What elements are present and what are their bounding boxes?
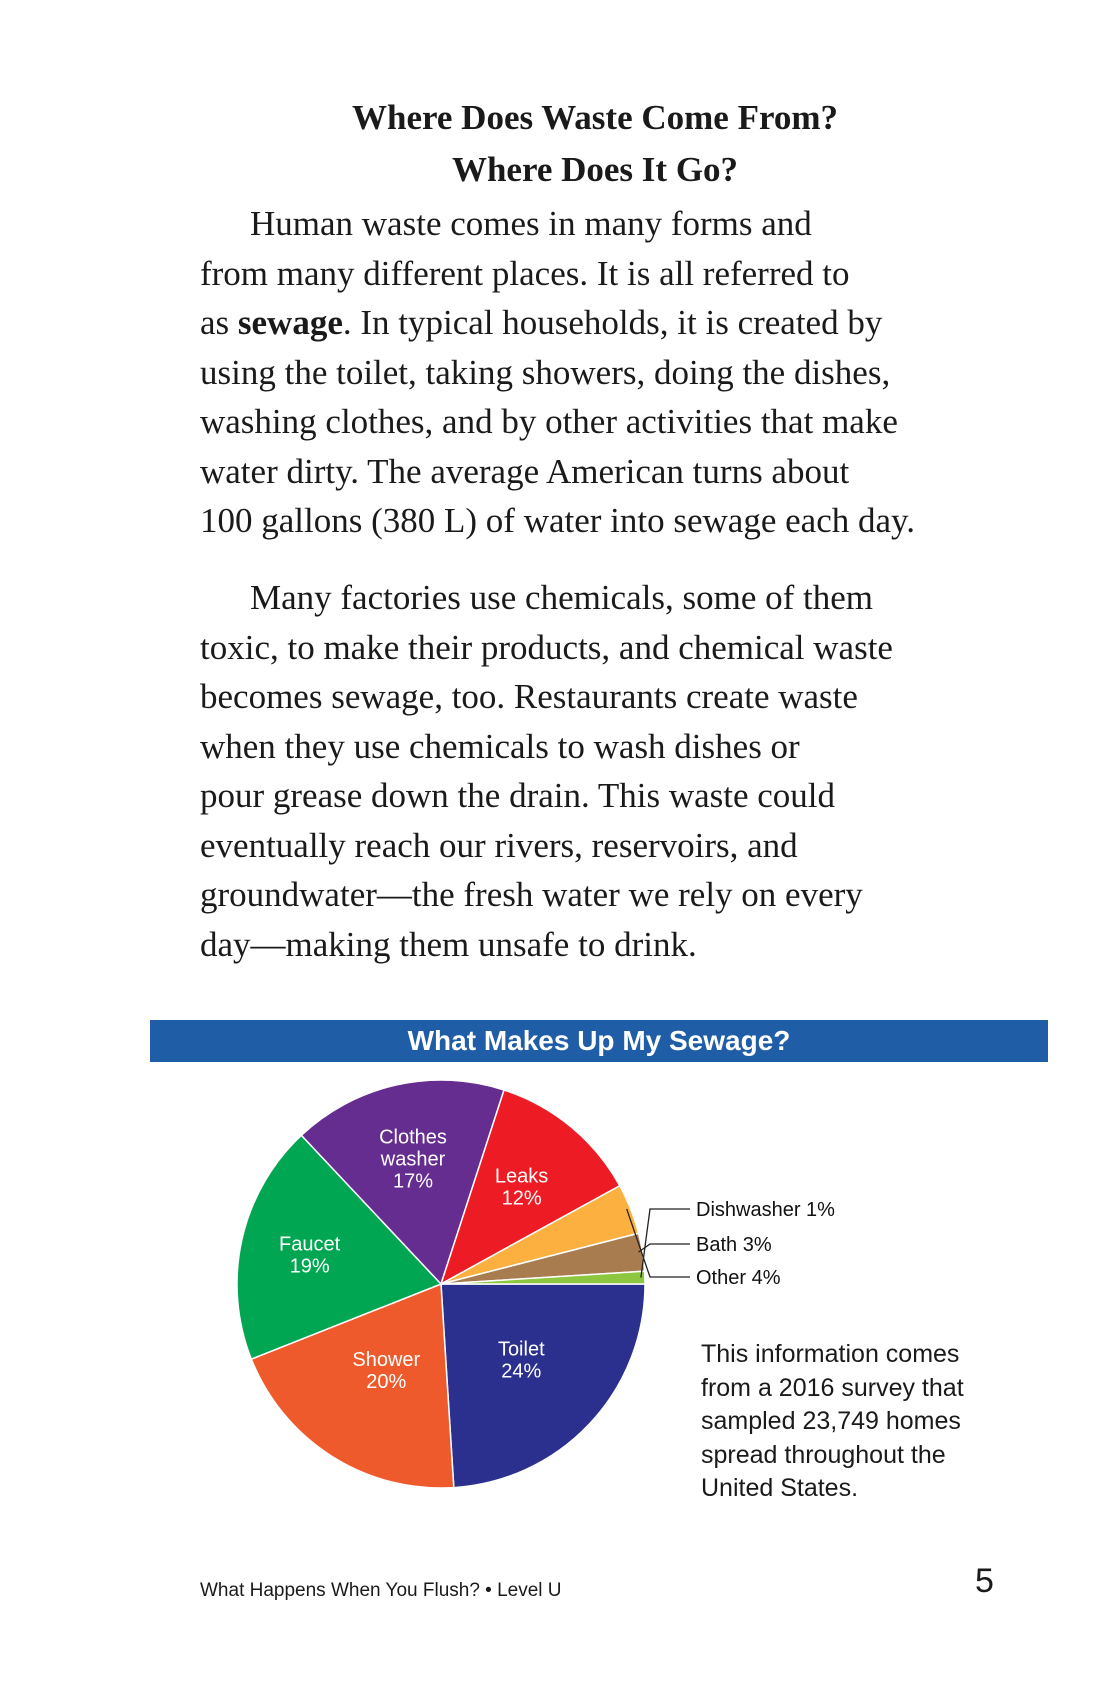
book-footer: What Happens When You Flush? • Level U [200, 1580, 562, 1601]
callout-leader [638, 1243, 690, 1253]
slice-label-shower: Shower 20% [352, 1349, 420, 1393]
slice-label-faucet: Faucet 19% [279, 1234, 341, 1278]
section-heading: Where Does Waste Come From? Where Does I… [0, 92, 1100, 196]
line-prefix: as [200, 303, 238, 342]
pie-slice-clothes-washer [300, 1079, 505, 1286]
callout-label-bath: Bath 3% [696, 1234, 772, 1256]
note-line: This information comes [701, 1340, 960, 1368]
paragraph-line: from many different places. It is all re… [200, 253, 850, 293]
paragraph-line: as sewage. In typical households, it is … [200, 298, 1000, 348]
slice-label-leaks: Leaks 12% [495, 1166, 548, 1210]
chart-title: What Makes Up My Sewage? [150, 1020, 1048, 1062]
pie-slice-faucet [236, 1134, 443, 1361]
chart-source-note: This information comes from a 2016 surve… [701, 1338, 1041, 1506]
note-line: sampled 23,749 homes [701, 1407, 961, 1435]
note-line: from a 2016 survey that [701, 1373, 964, 1402]
pie-slice-dishwasher [440, 1270, 646, 1285]
paragraph-line: day—making them unsafe to drink. [200, 924, 697, 964]
paragraph-line: pour grease down the drain. This waste c… [200, 776, 836, 815]
callout-leader [626, 1208, 690, 1278]
paragraph-line: becomes sewage, too. Restaurants create … [200, 677, 858, 716]
note-line: spread throughout the [701, 1440, 946, 1469]
paragraph-line: 100 gallons (380 L) of water into sewage… [200, 501, 915, 540]
callout-leader [640, 1208, 690, 1278]
heading-line-1: Where Does Waste Come From? [351, 98, 839, 137]
paragraph-line: Many factories use chemicals, some of th… [250, 578, 873, 617]
slice-label-toilet: Toilet 24% [498, 1338, 545, 1382]
paragraph-line: water dirty. The average American turns … [200, 451, 850, 491]
paragraph-2: Many factories use chemicals, some of th… [200, 573, 1000, 969]
paragraph-line: when they use chemicals to wash dishes o… [200, 726, 800, 766]
paragraph-line: using the toilet, taking showers, doing … [200, 352, 891, 392]
paragraph-line: washing clothes, and by other activities… [200, 402, 898, 441]
paragraph-1: Human waste comes in many forms and from… [200, 199, 1000, 546]
note-line: United States. [701, 1474, 859, 1502]
line-rest: In typical households, it is created by [360, 303, 883, 342]
paragraph-line: Human waste comes in many forms and [250, 204, 812, 243]
paragraph-line: toxic, to make their products, and chemi… [200, 627, 893, 667]
paragraph-line: eventually reach our rivers, reservoirs,… [200, 825, 798, 865]
page-number: 5 [975, 1562, 994, 1600]
line-punct: . [342, 303, 361, 342]
callout-label-dishwasher: Dishwasher 1% [696, 1199, 835, 1221]
glossary-term-sewage: sewage [237, 303, 343, 342]
pie-slice-leaks [439, 1089, 621, 1286]
callout-label-other: Other 4% [696, 1267, 781, 1289]
slice-label-clothes-washer: Clothes washer 17% [379, 1127, 447, 1193]
heading-line-2: Where Does It Go? [451, 150, 739, 189]
pie-slice-shower [250, 1282, 455, 1489]
paragraph-line: groundwater—the fresh water we rely on e… [200, 875, 863, 914]
pie-slice-toilet [440, 1283, 646, 1489]
